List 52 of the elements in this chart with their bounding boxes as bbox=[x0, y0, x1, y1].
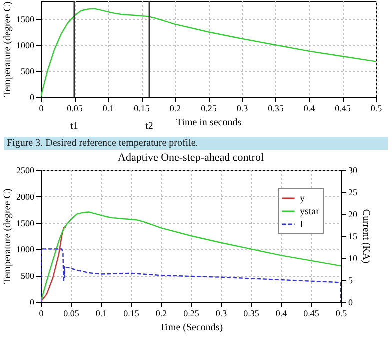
y2-tick-label: 30 bbox=[348, 166, 358, 176]
x-tick-label: 0.2 bbox=[156, 308, 168, 318]
y-tick-label: 2000 bbox=[16, 192, 35, 202]
y2-tick-label: 0 bbox=[348, 298, 354, 308]
y2-tick-label: 5 bbox=[348, 276, 354, 286]
legend-label: ystar bbox=[300, 206, 320, 218]
x-tick-label: 0 bbox=[39, 104, 44, 114]
y-tick-label: 2500 bbox=[16, 166, 35, 176]
x-tick-label: 0.2 bbox=[170, 104, 182, 114]
legend-label: I bbox=[300, 220, 304, 230]
x-tick-label: 0.35 bbox=[244, 308, 260, 318]
x-tick-label: 0.25 bbox=[184, 308, 200, 318]
x-tick-label: 0.3 bbox=[236, 104, 249, 114]
y2-tick-label: 20 bbox=[348, 210, 358, 220]
y-axis-title: Temperature (degree C) bbox=[2, 188, 14, 284]
x-tick-label: 0.45 bbox=[335, 104, 352, 114]
x-tick-label: 0.4 bbox=[276, 308, 288, 318]
y2-axis-title: Current (KA) bbox=[360, 209, 372, 264]
x-axis-title: Time (Seconds) bbox=[160, 322, 224, 334]
chart-title: Adaptive One-step-ahead control bbox=[118, 152, 264, 164]
y-tick-label: 1000 bbox=[16, 244, 35, 255]
x-tick-label: 0.3 bbox=[216, 308, 228, 318]
y-tick-label: 1500 bbox=[16, 14, 35, 25]
y-tick-label: 1000 bbox=[16, 40, 35, 51]
x-tick-label: 0.1 bbox=[96, 308, 108, 318]
x-tick-label: 0.35 bbox=[268, 104, 284, 114]
y2-tick-label: 10 bbox=[348, 254, 358, 264]
x-tick-label: 0.4 bbox=[304, 104, 316, 114]
x-tick-label: 0.05 bbox=[67, 104, 84, 114]
x-tick-label: 0.5 bbox=[336, 308, 348, 318]
x-tick-label: 0.15 bbox=[124, 308, 140, 318]
x-tick-label: 0.1 bbox=[102, 104, 114, 114]
legend-label: y bbox=[300, 194, 305, 204]
y-tick-label: 500 bbox=[21, 271, 35, 282]
x-axis-title: Time in seconds bbox=[176, 118, 242, 128]
y-tick-label: 1500 bbox=[16, 218, 35, 228]
x-tick-label: 0 bbox=[39, 308, 44, 318]
y2-tick-label: 15 bbox=[348, 232, 358, 242]
y-tick-label: 500 bbox=[21, 66, 35, 77]
x-tick-label: 0.45 bbox=[304, 308, 320, 318]
x-tick-label: 0.15 bbox=[134, 104, 150, 114]
y-tick-label: 0 bbox=[30, 298, 35, 308]
x-tick-label: 0.25 bbox=[201, 104, 218, 114]
x-tick-label: 0.5 bbox=[370, 104, 383, 114]
line-series bbox=[41, 226, 67, 302]
x-tick-label: 0.05 bbox=[64, 308, 80, 318]
y-axis-title: Temperature (degree C) bbox=[2, 2, 14, 98]
ref-line-label: t1 bbox=[70, 121, 78, 132]
ref-line-label: t2 bbox=[146, 121, 154, 132]
caption: Figure 3. Desired reference temperature profile. bbox=[4, 137, 388, 150]
y2-tick-label: 25 bbox=[348, 188, 358, 198]
y-tick-label: 0 bbox=[30, 92, 35, 102]
